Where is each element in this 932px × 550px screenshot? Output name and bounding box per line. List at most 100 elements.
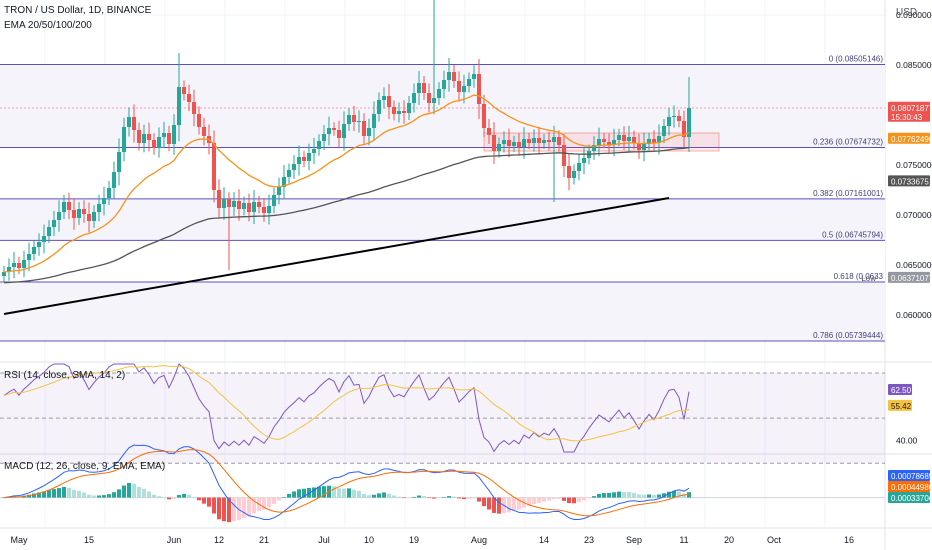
candle-body xyxy=(592,145,596,151)
candle-body xyxy=(312,149,316,153)
candle-body xyxy=(532,138,536,143)
candle-body xyxy=(382,96,386,100)
candle-body xyxy=(487,128,491,135)
macd-histogram-bar xyxy=(407,497,411,499)
time-axis-tick: 19 xyxy=(409,535,419,545)
macd-histogram-bar xyxy=(117,489,121,498)
macd-histogram-bar xyxy=(72,489,76,498)
candle-body xyxy=(552,137,556,142)
macd-histogram-bar xyxy=(2,497,6,499)
macd-histogram-bar xyxy=(202,497,206,504)
fib-zone xyxy=(0,147,885,199)
price-axis-tick: 0.06500000 xyxy=(896,260,932,270)
candle-body xyxy=(202,127,206,136)
macd-histogram-bar xyxy=(232,497,236,522)
macd-histogram-bar xyxy=(392,495,396,498)
macd-histogram-bar xyxy=(487,497,491,510)
macd-histogram-bar xyxy=(432,497,436,499)
macd-histogram-bar xyxy=(667,491,671,498)
price-axis-tick: 0.09000000 xyxy=(896,10,932,20)
candle-body xyxy=(332,128,336,130)
candle-body xyxy=(442,80,446,89)
candle-body xyxy=(657,136,661,143)
candle-body xyxy=(142,134,146,143)
candle-body xyxy=(107,188,111,198)
candle-body xyxy=(672,116,676,117)
ema-indicator-label[interactable]: EMA 20/50/100/200 xyxy=(4,20,92,31)
price-badge-tag: Low xyxy=(861,274,876,283)
macd-histogram-bar xyxy=(217,497,221,520)
macd-histogram-bar xyxy=(662,493,666,498)
macd-histogram-bar xyxy=(467,497,471,499)
candle-body xyxy=(282,177,286,187)
macd-histogram-bar xyxy=(672,490,676,498)
candle-body xyxy=(177,87,181,125)
candle-body xyxy=(562,145,566,166)
candle-body xyxy=(352,115,356,122)
candle-body xyxy=(167,133,171,144)
macd-histogram-bar xyxy=(312,487,316,498)
candle-body xyxy=(457,81,461,92)
candle-body xyxy=(2,272,6,276)
fib-zone xyxy=(0,282,885,342)
macd-histogram-bar xyxy=(47,490,51,498)
macd-histogram-bar xyxy=(657,494,661,498)
candle-body xyxy=(632,137,636,143)
candle-body xyxy=(172,125,176,144)
candle-body xyxy=(227,199,231,207)
candle-body xyxy=(292,164,296,170)
rsi-indicator-label[interactable]: RSI (14, close, SMA, 14, 2) xyxy=(4,370,126,381)
candle-body xyxy=(212,143,216,190)
macd-histogram-bar xyxy=(462,497,466,500)
candle-body xyxy=(342,124,346,138)
macd-histogram-bar xyxy=(592,496,596,498)
macd-signal-line xyxy=(3,449,690,517)
fib-zone xyxy=(0,240,885,282)
time-axis-tick: 11 xyxy=(679,535,688,545)
macd-histogram-bar xyxy=(67,487,71,498)
price-badge-value: 0.08071877 xyxy=(891,104,932,113)
candle-body xyxy=(277,187,281,195)
time-axis-tick: Oct xyxy=(767,535,782,545)
candle-body xyxy=(7,267,11,272)
macd-histogram-bar xyxy=(272,497,276,504)
candle-body xyxy=(287,170,291,177)
macd-histogram-bar xyxy=(587,497,591,499)
ema-20-line xyxy=(3,94,690,273)
symbol-title[interactable]: TRON / US Dollar, 1D, BINANCE xyxy=(4,5,152,16)
macd-histogram-bar xyxy=(222,497,226,522)
macd-histogram-bar xyxy=(512,497,516,511)
macd-histogram-bar xyxy=(457,497,461,499)
candle-body xyxy=(112,172,116,188)
candle-body xyxy=(687,108,691,137)
candle-body xyxy=(217,190,221,208)
candle-body xyxy=(542,140,546,143)
candle-body xyxy=(447,72,451,80)
candle-body xyxy=(612,140,616,145)
macd-histogram-bar xyxy=(607,492,611,498)
macd-histogram-bar xyxy=(167,497,171,500)
candle-body xyxy=(222,199,226,208)
macd-histogram-bar xyxy=(427,497,431,499)
candle-body xyxy=(502,140,506,144)
macd-histogram-bar xyxy=(107,494,111,498)
candle-body xyxy=(482,104,486,128)
candle-body xyxy=(537,138,541,143)
macd-histogram-bar xyxy=(547,497,551,501)
price-badge-value: 0.07336751 xyxy=(891,177,932,186)
macd-histogram-bar xyxy=(477,497,481,502)
macd-histogram-bar xyxy=(622,491,626,498)
macd-histogram-bar xyxy=(367,495,371,498)
candle-body xyxy=(117,152,121,172)
macd-indicator-label[interactable]: MACD (12, 26, close, 9, EMA, EMA) xyxy=(4,461,166,472)
rsi-value-badge xyxy=(888,383,912,395)
macd-histogram-bar xyxy=(447,496,451,498)
macd-histogram-bar xyxy=(82,492,86,498)
macd-histogram-bar xyxy=(122,485,126,498)
macd-histogram-bar xyxy=(237,497,241,521)
candle-body xyxy=(337,130,341,138)
candle-body xyxy=(462,86,466,92)
price-badge xyxy=(888,132,930,144)
candle-body xyxy=(392,107,396,114)
